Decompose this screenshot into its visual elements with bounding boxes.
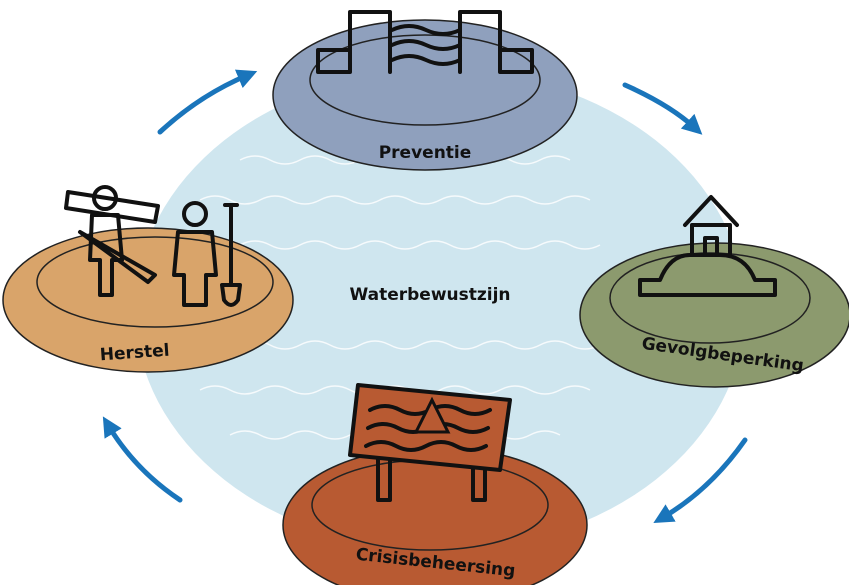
page: {"center": {"label": "Waterbewustzijn"},… (0, 0, 849, 585)
cycle-diagram: Preventie Gevolgbeperking Crisisbeheersi… (0, 0, 849, 585)
node-preventie: Preventie (273, 12, 577, 170)
arrow (160, 75, 248, 132)
center-label: Waterbewustzijn (349, 285, 510, 305)
arrow (108, 425, 180, 500)
arrow (625, 85, 695, 128)
node-label: Preventie (379, 143, 472, 163)
